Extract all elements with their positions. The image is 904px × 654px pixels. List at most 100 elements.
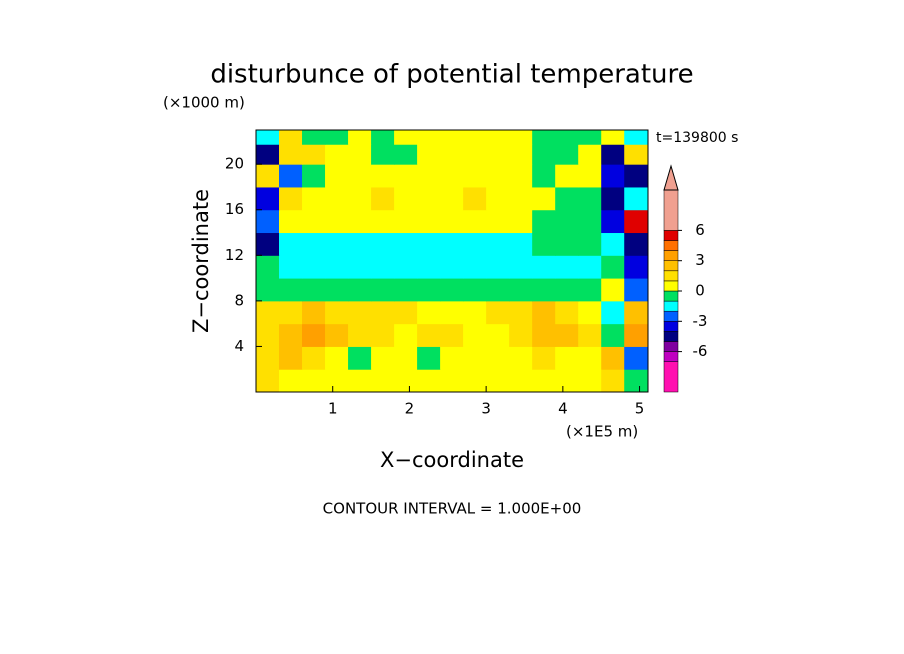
field-cell — [256, 255, 280, 279]
field-cell — [486, 255, 510, 279]
x-tick-label: 3 — [481, 400, 491, 418]
field-cell — [417, 323, 441, 347]
field-cell — [279, 164, 303, 188]
field-cell — [463, 232, 487, 256]
field-cell — [509, 255, 533, 279]
field-cell — [348, 300, 372, 325]
field-cell — [325, 144, 349, 165]
field-cell — [256, 186, 280, 211]
field-cell — [256, 209, 280, 234]
field-cell — [486, 278, 510, 302]
field-cell — [302, 130, 326, 145]
field-cell — [578, 232, 602, 256]
field-cell — [348, 186, 372, 211]
field-cell — [486, 130, 510, 145]
field-cell — [555, 323, 579, 347]
field-cell — [325, 346, 349, 370]
field-cell — [601, 323, 625, 347]
field-cell — [394, 255, 418, 279]
field-cell — [302, 186, 326, 211]
field-cell — [417, 278, 441, 302]
field-cell — [601, 369, 625, 393]
field-cell — [601, 300, 625, 325]
field-cell — [394, 323, 418, 347]
colorbar-tick-label: 3 — [695, 251, 705, 269]
field-cell — [302, 255, 326, 279]
colorbar-box — [663, 290, 679, 302]
field-cell — [417, 144, 441, 165]
field-cell — [394, 369, 418, 393]
field-cell — [624, 232, 649, 256]
field-cell — [624, 209, 649, 234]
field-cell — [555, 130, 579, 145]
field-cell — [578, 164, 602, 188]
field-cell — [417, 232, 441, 256]
field-cell — [348, 232, 372, 256]
field-cell — [601, 255, 625, 279]
field-cell — [601, 130, 625, 145]
field-cell — [624, 144, 649, 165]
field-cell — [279, 278, 303, 302]
field-cell — [394, 164, 418, 188]
field-cell — [302, 369, 326, 393]
field-cell — [624, 346, 649, 370]
field-cell — [509, 144, 533, 165]
colorbar-box — [663, 321, 679, 332]
field-cell — [555, 209, 579, 234]
field-cell — [532, 144, 556, 165]
colorbar-tick-label: 6 — [695, 221, 705, 239]
field-cell — [325, 209, 349, 234]
field-cell — [348, 130, 372, 145]
field-cell — [417, 346, 441, 370]
field-cell — [532, 278, 556, 302]
colorbar-box — [663, 351, 679, 362]
field-cell — [371, 255, 395, 279]
field-cell — [256, 300, 280, 325]
colorbar-arrow — [663, 164, 679, 191]
field-cell — [394, 130, 418, 145]
field-cell — [256, 369, 280, 393]
y-tick-label: 20 — [225, 155, 244, 173]
field-cell — [601, 346, 625, 370]
field-cell — [279, 144, 303, 165]
field-cell — [601, 164, 625, 188]
field-cell — [532, 164, 556, 188]
field-cell — [486, 300, 510, 325]
field-cell — [578, 369, 602, 393]
field-cell — [555, 300, 579, 325]
field-cell — [325, 186, 349, 211]
field-cell — [555, 232, 579, 256]
field-cell — [371, 164, 395, 188]
field-cell — [256, 130, 280, 145]
field-cell — [624, 186, 649, 211]
field-cell — [601, 209, 625, 234]
field-cell — [555, 369, 579, 393]
field-cell — [578, 130, 602, 145]
field-cell — [394, 346, 418, 370]
field-cell — [440, 255, 464, 279]
x-tick-label: 4 — [558, 400, 568, 418]
field-cell — [394, 186, 418, 211]
colorbar-box — [663, 250, 679, 261]
field-cell — [394, 300, 418, 325]
plot-frame — [255, 129, 649, 393]
colorbar-tick-label: -3 — [693, 312, 708, 330]
field-cell — [555, 164, 579, 188]
colorbar-box — [663, 300, 679, 312]
colorbar-tick-label: -6 — [693, 342, 708, 360]
field-cell — [578, 255, 602, 279]
field-cell — [440, 323, 464, 347]
x-tick-label: 2 — [405, 400, 415, 418]
field-cell — [256, 323, 280, 347]
field-cell — [325, 164, 349, 188]
field-cell — [348, 144, 372, 165]
field-cell — [440, 144, 464, 165]
colorbar-box — [663, 189, 679, 231]
field-cell — [486, 323, 510, 347]
colorbar-box — [663, 240, 679, 251]
colorbar-box — [663, 361, 679, 393]
field-cell — [463, 209, 487, 234]
field-cell — [348, 164, 372, 188]
field-cell — [440, 232, 464, 256]
field-cell — [348, 323, 372, 347]
